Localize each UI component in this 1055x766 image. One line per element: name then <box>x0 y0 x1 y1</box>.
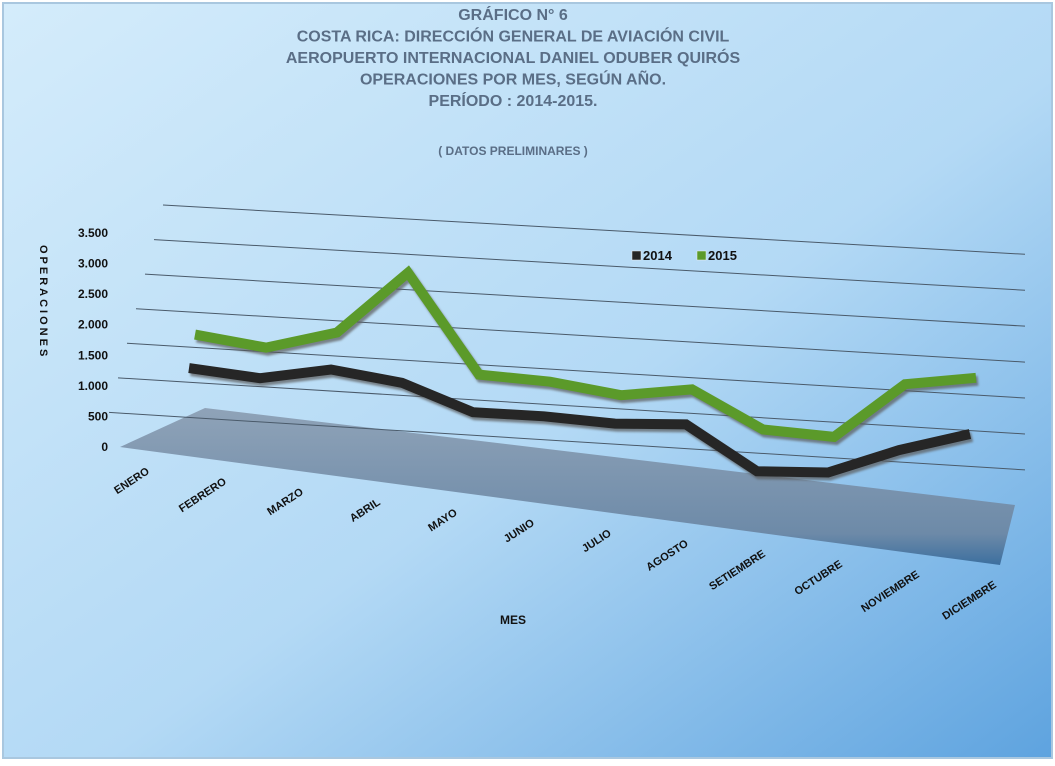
y-tick-label: 2.500 <box>78 287 108 301</box>
y-tick-label: 2.000 <box>78 318 108 332</box>
grid-line <box>162 204 1026 255</box>
grid-line <box>144 273 1026 327</box>
legend-swatch <box>631 250 642 261</box>
grid-line <box>126 342 1026 399</box>
chart-title: COSTA RICA: DIRECCIÓN GENERAL DE AVIACIÓ… <box>297 27 730 46</box>
y-axis-label: OPERACIONES <box>37 245 49 359</box>
series-line <box>188 363 972 478</box>
y-tick-label: 500 <box>88 409 108 423</box>
legend-label: 2014 <box>643 248 673 263</box>
series-line <box>194 265 977 443</box>
legend-label: 2015 <box>708 248 737 263</box>
y-tick-label: 0 <box>101 440 108 454</box>
subtitle: ( DATOS PRELIMINARES ) <box>438 144 588 158</box>
grid-line <box>117 377 1026 435</box>
legend-swatch <box>696 250 707 261</box>
y-tick-label: 1.500 <box>78 348 108 362</box>
floor <box>120 408 1015 565</box>
chart-title: OPERACIONES POR MES, SEGÚN AÑO. <box>360 69 666 89</box>
y-tick-label: 3.500 <box>78 226 108 240</box>
chart-title: GRÁFICO N° 6 <box>458 5 568 24</box>
y-tick-label: 3.000 <box>78 257 108 271</box>
y-tick-label: 1.000 <box>78 379 108 393</box>
chart-title: PERÍODO : 2014-2015. <box>429 91 598 110</box>
grid-line <box>153 239 1026 291</box>
chart-title: AEROPUERTO INTERNACIONAL DANIEL ODUBER Q… <box>286 48 741 67</box>
grid-line <box>135 308 1026 363</box>
x-axis-label: MES <box>500 613 526 627</box>
